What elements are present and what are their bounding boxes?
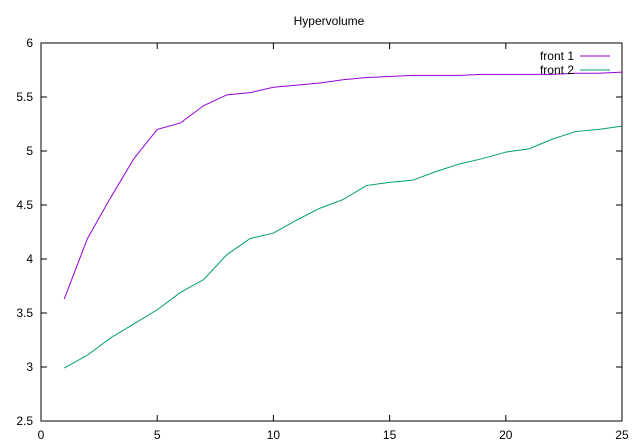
y-tick-label: 3.5 (16, 306, 33, 320)
plot-frame (40, 42, 623, 422)
x-tick-label: 20 (499, 428, 513, 442)
y-tick-label: 5 (26, 144, 33, 158)
y-tick-label: 4 (26, 252, 33, 266)
y-tick-label: 4.5 (16, 198, 33, 212)
y-tick-label: 3 (26, 360, 33, 374)
x-tick-label: 25 (615, 428, 629, 442)
x-tick-label: 0 (38, 428, 45, 442)
x-tick-label: 10 (267, 428, 281, 442)
y-tick-label: 6 (26, 36, 33, 50)
legend-label-1: front 1 (540, 49, 574, 63)
chart-title: Hypervolume (294, 14, 365, 28)
series-line-1 (63, 71, 623, 300)
series-line-2 (63, 125, 623, 369)
x-tick-label: 5 (154, 428, 161, 442)
y-tick-label: 2.5 (16, 414, 33, 428)
legend-label-2: front 2 (540, 63, 574, 77)
y-tick-label: 5.5 (16, 90, 33, 104)
x-tick-label: 15 (383, 428, 397, 442)
